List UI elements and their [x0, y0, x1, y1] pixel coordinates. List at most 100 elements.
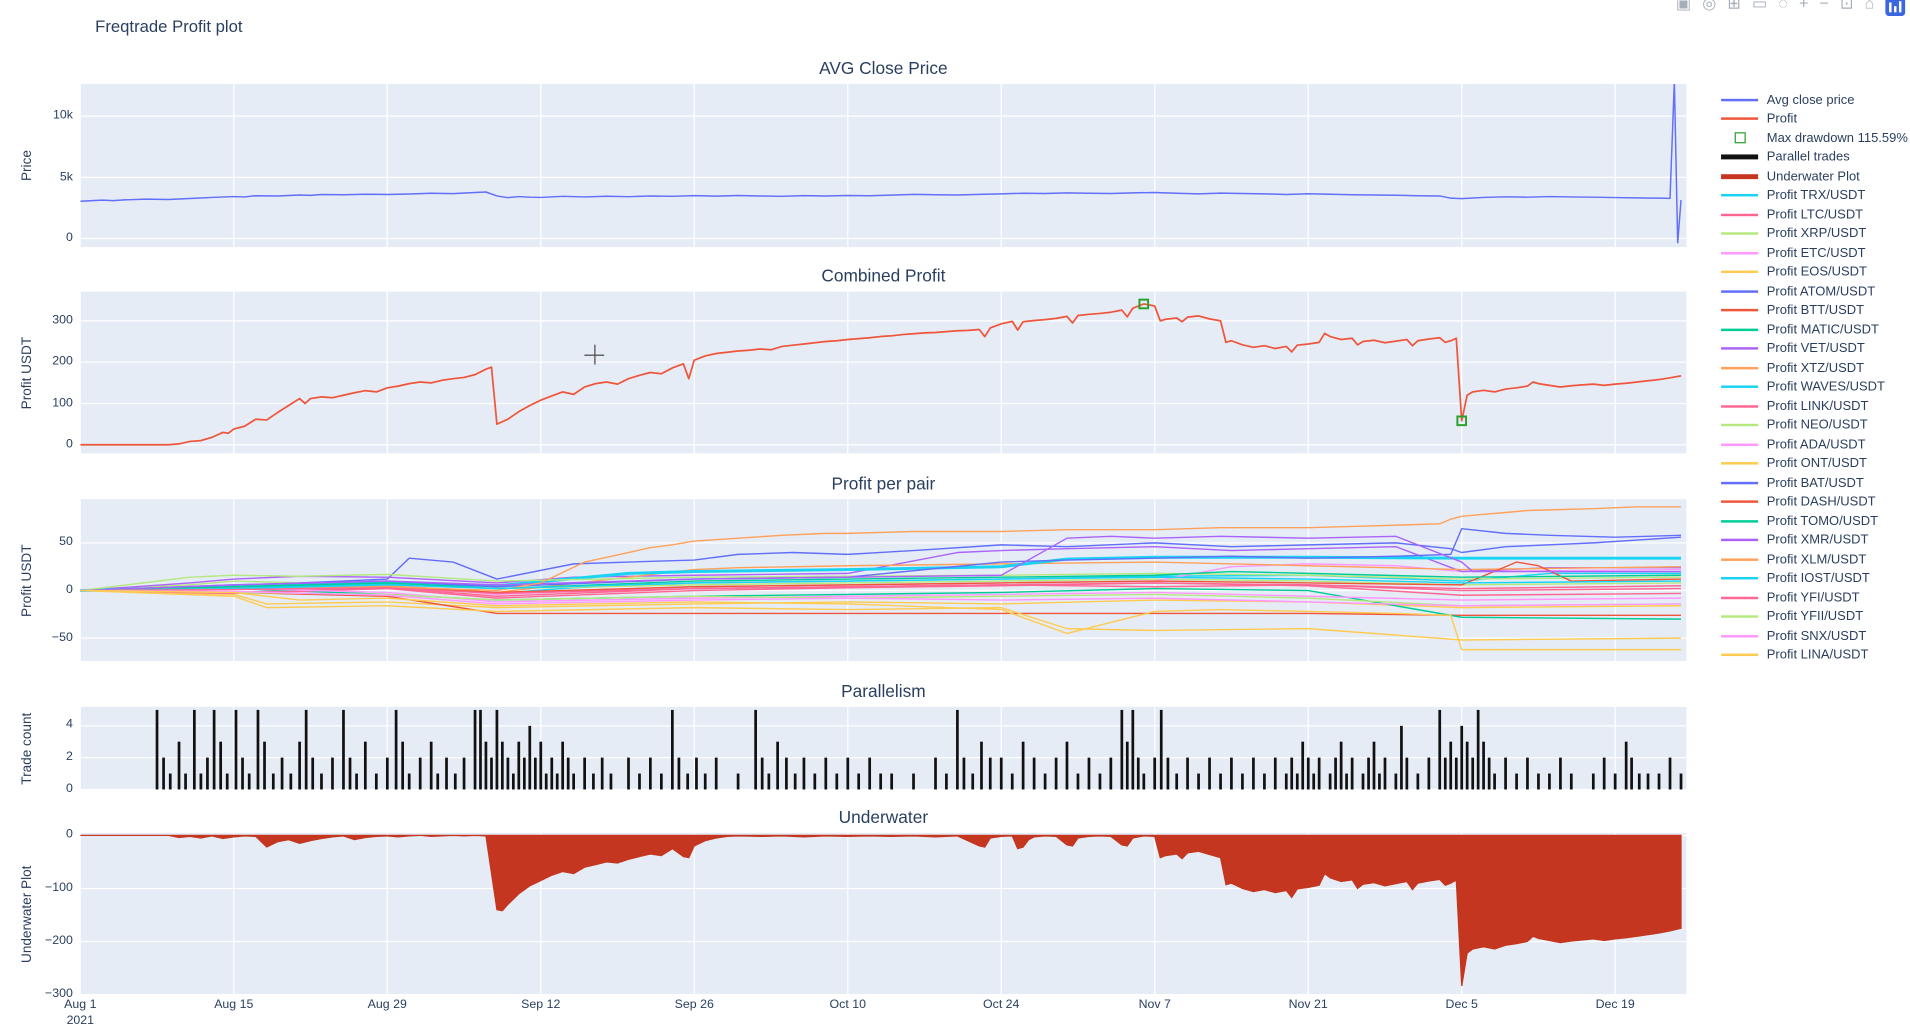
- legend-label: Profit IOST/USDT: [1766, 571, 1870, 586]
- legend-label: Profit XRP/USDT: [1766, 226, 1867, 242]
- legend-sample-icon: [1721, 634, 1759, 638]
- legend-thick-line-icon: [1721, 173, 1759, 179]
- plot-underwater[interactable]: [80, 832, 1687, 995]
- legend-label: Profit VET/USDT: [1766, 341, 1865, 357]
- legend-item[interactable]: Profit BAT/USDT: [1721, 473, 1908, 492]
- legend-item[interactable]: Profit NEO/USDT: [1721, 416, 1908, 435]
- legend-sample-icon: [1721, 194, 1759, 197]
- legend-item[interactable]: Profit TOMO/USDT: [1721, 511, 1908, 530]
- y-axis-label-profit-per-pair: Profit USDT: [19, 543, 35, 617]
- legend-label: Profit ETC/USDT: [1766, 245, 1866, 261]
- legend-item[interactable]: Profit WAVES/USDT: [1721, 377, 1908, 396]
- legend-item[interactable]: Profit LINA/USDT: [1721, 646, 1908, 665]
- legend-item[interactable]: Underwater Plot: [1721, 167, 1908, 186]
- y-tick-label: 300: [52, 313, 73, 328]
- legend-item[interactable]: Profit BTT/USDT: [1721, 301, 1908, 320]
- zoom-out-icon[interactable]: −: [1819, 0, 1829, 13]
- legend-label: Profit XTZ/USDT: [1766, 360, 1865, 376]
- legend-item[interactable]: Profit XMR/USDT: [1721, 531, 1908, 550]
- legend-item[interactable]: Profit EOS/USDT: [1721, 263, 1908, 282]
- y-tick-label: 0: [66, 437, 73, 451]
- legend-thick-line-icon: [1721, 154, 1759, 160]
- legend-item[interactable]: Profit XRP/USDT: [1721, 224, 1908, 243]
- plot-avg-close-price[interactable]: [80, 84, 1687, 248]
- legend-item[interactable]: Profit XTZ/USDT: [1721, 358, 1908, 377]
- legend-item[interactable]: Profit ATOM/USDT: [1721, 282, 1908, 301]
- plot-combined-profit[interactable]: [80, 291, 1687, 454]
- legend-line-icon: [1721, 596, 1759, 599]
- plot-parallelism[interactable]: [80, 706, 1687, 790]
- legend-item[interactable]: Profit LTC/USDT: [1721, 205, 1908, 224]
- legend-item[interactable]: Profit MATIC/USDT: [1721, 320, 1908, 339]
- legend-sample-icon: [1721, 213, 1759, 216]
- legend-item[interactable]: Avg close price: [1721, 90, 1908, 109]
- plotly-logo[interactable]: [1885, 0, 1906, 17]
- legend-line-icon: [1721, 481, 1759, 485]
- x-tick-label: Nov 21: [1288, 998, 1328, 1012]
- legend-item[interactable]: Profit DASH/USDT: [1721, 492, 1908, 511]
- legend-item[interactable]: Profit TRX/USDT: [1721, 186, 1908, 205]
- y-tick-label: 2: [66, 750, 73, 764]
- x-tick-label: Dec 19: [1595, 998, 1635, 1012]
- legend-label: Profit YFII/USDT: [1766, 609, 1864, 625]
- legend-label: Profit ONT/USDT: [1766, 456, 1867, 472]
- legend-sample-icon: [1721, 500, 1759, 504]
- y-tick-label: −300: [45, 987, 73, 1001]
- legend-line-icon: [1721, 404, 1759, 408]
- x-tick-label: Nov 7: [1138, 998, 1171, 1012]
- modebar: ▣ ◎ ⊞ ▭ ◌ + − ⊡ ⌂: [1675, 0, 1906, 17]
- legend-item[interactable]: Max drawdown 115.59%: [1721, 128, 1908, 147]
- legend-item[interactable]: Parallel trades: [1721, 148, 1908, 167]
- legend-label: Underwater Plot: [1766, 168, 1860, 184]
- legend-item[interactable]: Profit: [1721, 109, 1908, 128]
- autoscale-icon[interactable]: ⊡: [1839, 0, 1854, 13]
- legend-item[interactable]: Profit XLM/USDT: [1721, 550, 1908, 569]
- legend-label: Profit: [1766, 111, 1798, 127]
- legend-item[interactable]: Profit ADA/USDT: [1721, 435, 1908, 454]
- legend-item[interactable]: Profit VET/USDT: [1721, 339, 1908, 358]
- legend-sample-icon: [1721, 270, 1759, 274]
- legend-item[interactable]: Profit SNX/USDT: [1721, 626, 1908, 645]
- zoom-in-icon[interactable]: +: [1798, 0, 1809, 13]
- legend-label: Profit BAT/USDT: [1766, 475, 1864, 491]
- legend-item[interactable]: Profit ETC/USDT: [1721, 243, 1908, 262]
- legend-item[interactable]: Profit LINK/USDT: [1721, 397, 1908, 416]
- box-select-icon[interactable]: ▭: [1751, 0, 1768, 13]
- legend-item[interactable]: Profit YFI/USDT: [1721, 588, 1908, 607]
- y-tick-label: −100: [45, 881, 73, 895]
- subplot-title-avg-close-price: AVG Close Price: [819, 58, 948, 78]
- subplot-title-parallelism: Parallelism: [841, 680, 926, 701]
- y-tick-label: 5k: [59, 169, 73, 184]
- legend-label: Profit SNX/USDT: [1766, 628, 1867, 644]
- legend-sample-icon: [1721, 154, 1759, 160]
- y-tick-label: −200: [45, 934, 73, 948]
- y-tick-label: −50: [51, 630, 73, 645]
- y-tick-label: 100: [52, 396, 73, 410]
- legend-line-icon: [1721, 615, 1759, 619]
- pan-icon[interactable]: ⊞: [1727, 0, 1741, 13]
- legend-item[interactable]: Profit ONT/USDT: [1721, 454, 1908, 473]
- legend-sample-icon: [1721, 98, 1759, 102]
- legend-sample-icon: [1721, 462, 1759, 465]
- y-tick-label: 4: [66, 718, 73, 732]
- legend-sample-icon: [1721, 519, 1759, 523]
- legend-item[interactable]: Profit IOST/USDT: [1721, 569, 1908, 588]
- legend-label: Profit LINA/USDT: [1766, 647, 1869, 663]
- legend-sample-icon: [1721, 117, 1759, 121]
- lasso-icon[interactable]: ◌: [1778, 0, 1788, 13]
- camera-icon[interactable]: ▣: [1675, 0, 1692, 13]
- reset-axes-icon[interactable]: ⌂: [1864, 0, 1875, 13]
- legend-sample-icon: [1721, 538, 1759, 542]
- y-tick-label: 200: [52, 354, 73, 369]
- y-tick-label: 10k: [52, 108, 73, 123]
- legend-sample-icon: [1721, 232, 1759, 236]
- zoom-icon[interactable]: ◎: [1702, 0, 1717, 13]
- legend-sample-icon: [1721, 132, 1758, 144]
- legend-sample-icon: [1721, 424, 1759, 427]
- legend-label: Profit NEO/USDT: [1766, 417, 1868, 433]
- legend-label: Profit DASH/USDT: [1766, 494, 1876, 510]
- legend-line-icon: [1721, 328, 1759, 331]
- plot-profit-per-pair[interactable]: [80, 499, 1687, 661]
- legend-item[interactable]: Profit YFII/USDT: [1721, 607, 1908, 626]
- y-tick-label: 50: [59, 535, 73, 550]
